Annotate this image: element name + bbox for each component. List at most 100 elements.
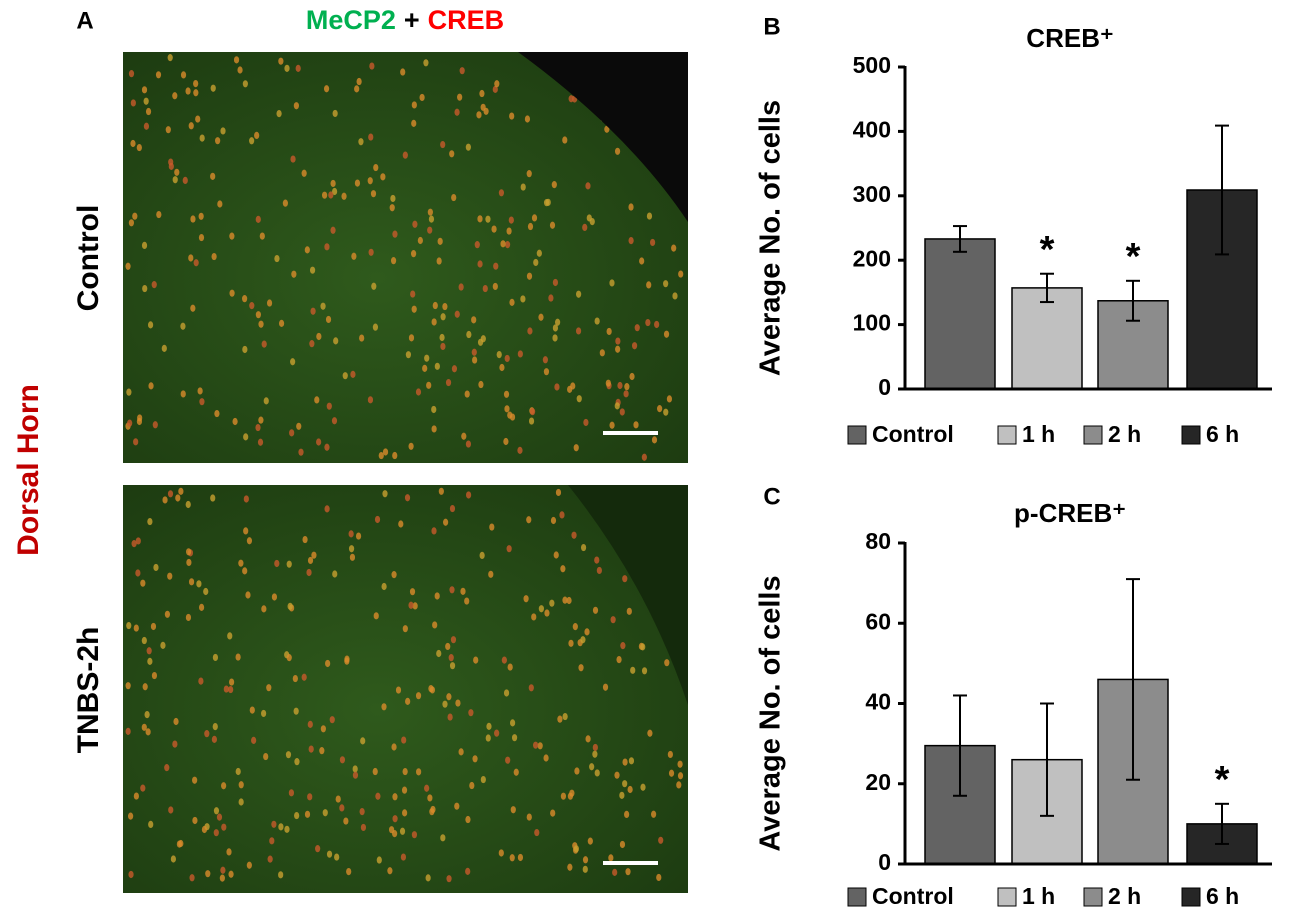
cell-dot (517, 853, 524, 862)
cell-dot (319, 747, 325, 755)
cell-dot (479, 551, 485, 559)
cell-dot (620, 642, 626, 650)
cell-dot (582, 856, 589, 864)
chart-title: CREB⁺ (1026, 23, 1113, 53)
cell-dot (249, 137, 255, 145)
cell-dot (235, 653, 241, 661)
cell-dot (432, 621, 438, 629)
legend-label: 2 h (1108, 883, 1141, 909)
cell-dot (210, 494, 216, 502)
cell-dot (437, 237, 443, 245)
cell-dot (459, 67, 465, 75)
cell-dot (550, 516, 557, 525)
cell-dot (677, 760, 683, 768)
cell-dot (172, 740, 178, 748)
cell-dot (504, 241, 511, 249)
cell-dot (479, 89, 485, 98)
cell-dot (330, 226, 336, 234)
cell-dot (592, 606, 599, 614)
cell-dot (614, 402, 620, 410)
panel-label: B (763, 13, 780, 40)
cell-dot (130, 139, 136, 148)
cell-dot (473, 656, 479, 664)
cell-dot (233, 56, 240, 64)
cell-dot (132, 212, 138, 220)
cell-dot (344, 657, 350, 665)
cell-dot (126, 388, 132, 396)
cell-dot (399, 827, 406, 835)
cell-dot (596, 566, 602, 575)
cell-dot (389, 204, 395, 212)
cell-dot (555, 488, 562, 497)
cell-dot (170, 855, 177, 863)
cell-dot (160, 641, 166, 649)
cell-dot (274, 559, 280, 568)
cell-dot (570, 382, 576, 390)
cell-dot (249, 706, 255, 714)
micrograph (123, 485, 688, 893)
cell-dot (237, 66, 243, 74)
cell-dot (392, 793, 398, 801)
cell-dot (431, 318, 437, 326)
cell-dot (417, 236, 423, 245)
cell-dot (510, 806, 516, 814)
cell-dot (461, 432, 467, 440)
bar (1011, 287, 1083, 390)
cell-dot (352, 765, 358, 773)
cell-dot (292, 674, 298, 683)
cell-dot (432, 301, 438, 310)
cell-dot (301, 169, 307, 177)
cell-dot (507, 663, 513, 671)
cell-dot (501, 656, 507, 664)
cell-dot (622, 780, 628, 788)
cell-dot (368, 248, 374, 256)
cell-dot (401, 736, 407, 744)
cell-dot (258, 320, 264, 328)
cell-dot (594, 317, 600, 325)
cell-dot (213, 807, 220, 815)
cell-dot (321, 191, 328, 199)
cell-dot (511, 734, 518, 742)
cell-dot (628, 236, 634, 245)
cell-dot (538, 313, 544, 321)
cell-dot (517, 446, 523, 454)
cell-dot (625, 868, 631, 876)
cell-dot (212, 653, 219, 662)
cell-dot (410, 250, 417, 258)
cell-dot (641, 667, 648, 675)
cell-dot (249, 302, 255, 310)
cell-dot (498, 849, 504, 857)
cell-dot (427, 208, 433, 216)
cell-dot (228, 870, 234, 878)
cell-dot (180, 390, 186, 398)
cell-dot (405, 351, 412, 359)
cell-dot (198, 677, 204, 685)
cell-dot (331, 187, 338, 196)
cell-dot (622, 758, 628, 766)
cell-dot (372, 323, 379, 331)
cell-dot (254, 131, 260, 140)
cell-dot (291, 270, 297, 278)
cell-dot (242, 345, 248, 354)
cell-dot (276, 109, 282, 118)
cell-dot (307, 556, 314, 565)
cell-dot (450, 636, 457, 644)
cell-dot (266, 684, 272, 692)
cell-dot (324, 443, 330, 451)
cell-dot (477, 260, 483, 268)
cell-dot (143, 97, 149, 105)
cell-dot (255, 215, 261, 223)
cell-dot (330, 179, 336, 188)
cell-dot (325, 659, 331, 668)
cell-dot (354, 85, 360, 93)
cell-dot (133, 624, 139, 632)
cell-dot (381, 703, 387, 711)
cell-dot (647, 729, 653, 737)
cell-dot (509, 413, 516, 421)
cell-dot (429, 808, 435, 816)
cell-dot (445, 378, 452, 387)
cell-dot (486, 722, 492, 730)
cell-dot (411, 831, 418, 839)
row-label: TNBS-2h (72, 627, 105, 754)
cell-dot (314, 396, 320, 404)
